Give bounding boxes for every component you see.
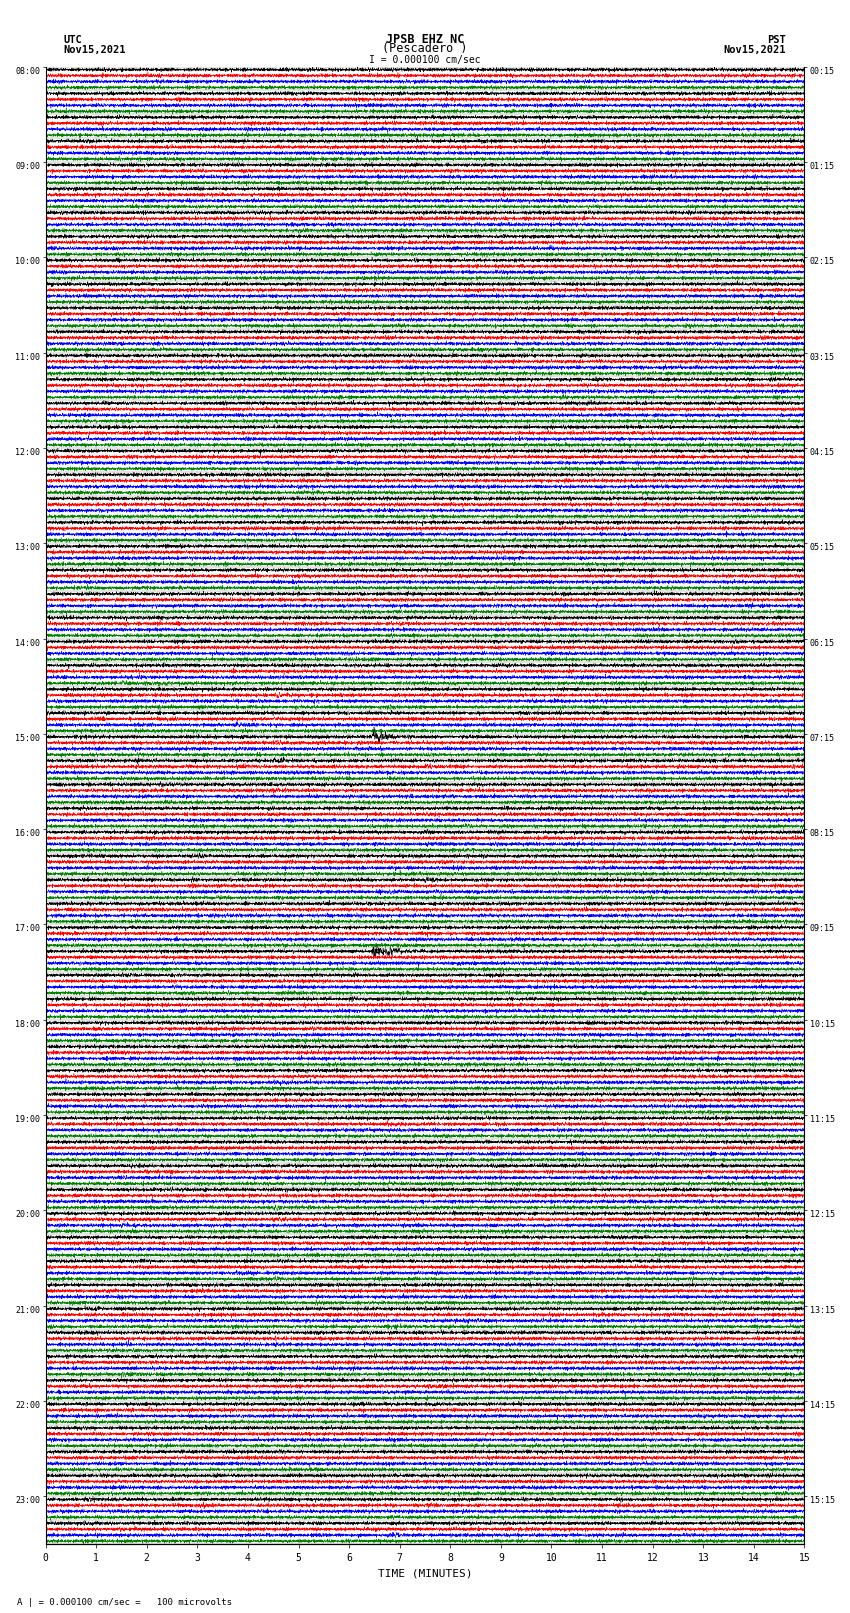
X-axis label: TIME (MINUTES): TIME (MINUTES) xyxy=(377,1569,473,1579)
Text: A | = 0.000100 cm/sec =   100 microvolts: A | = 0.000100 cm/sec = 100 microvolts xyxy=(17,1597,232,1607)
Text: I = 0.000100 cm/sec: I = 0.000100 cm/sec xyxy=(369,55,481,65)
Text: Nov15,2021: Nov15,2021 xyxy=(723,45,786,55)
Text: (Pescadero ): (Pescadero ) xyxy=(382,42,468,55)
Text: UTC: UTC xyxy=(64,35,82,45)
Text: JPSB EHZ NC: JPSB EHZ NC xyxy=(386,32,464,45)
Text: Nov15,2021: Nov15,2021 xyxy=(64,45,127,55)
Text: PST: PST xyxy=(768,35,786,45)
